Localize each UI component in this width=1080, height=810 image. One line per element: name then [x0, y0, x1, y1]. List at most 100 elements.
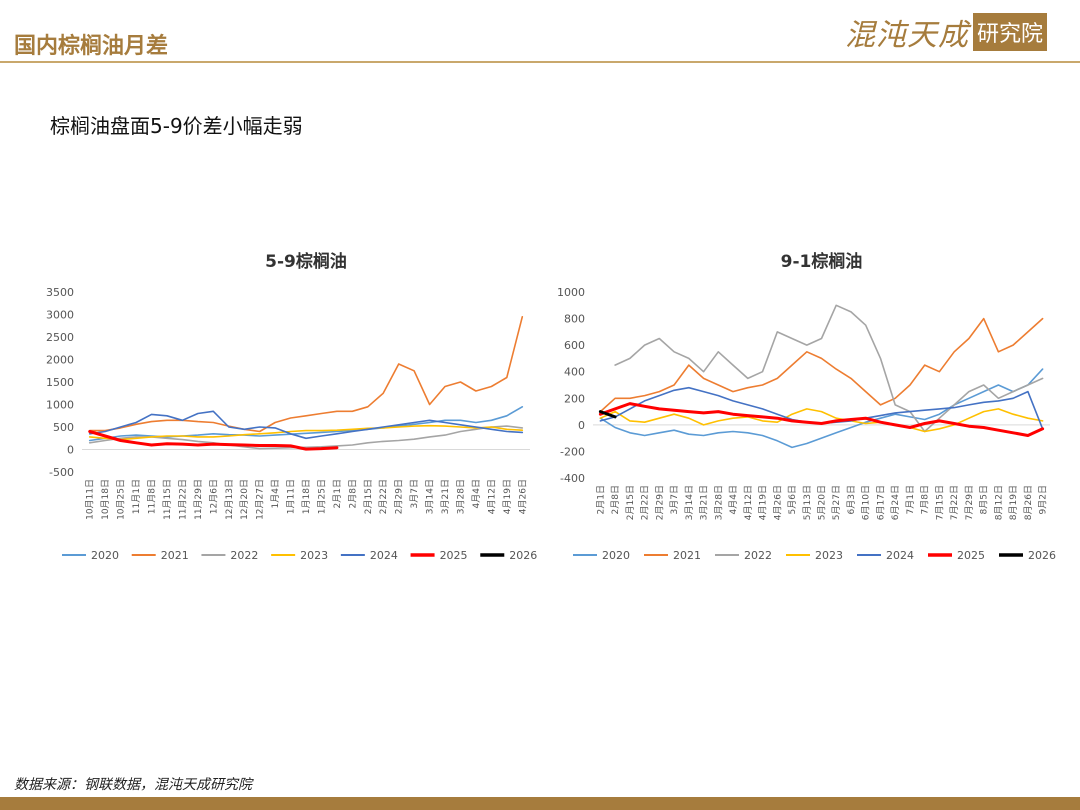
- x-tick-label: 5月27日: [831, 485, 842, 520]
- legend-label-2020: 2020: [91, 549, 119, 562]
- x-tick-label: 11月15日: [162, 479, 173, 520]
- x-tick-label: 2月15日: [363, 479, 374, 514]
- y-tick-label: 3500: [46, 286, 74, 299]
- x-tick-label: 12月6日: [208, 479, 219, 514]
- x-tick-label: 11月22日: [177, 479, 188, 520]
- logo-text: 混沌天成: [845, 18, 969, 53]
- y-tick-label: 3000: [46, 309, 74, 322]
- x-tick-label: 3月14日: [425, 479, 436, 514]
- legend-label-2021: 2021: [161, 549, 189, 562]
- series-line-2026: [598, 410, 617, 419]
- x-tick-label: 3月7日: [409, 479, 420, 508]
- data-source-note: 数据来源：钢联数据，混沌天成研究院: [14, 777, 252, 793]
- x-tick-label: 2月1日: [595, 485, 606, 514]
- legend-label-2024: 2024: [886, 549, 914, 562]
- series-line-2020: [599, 368, 1044, 449]
- x-tick-label: 1月4日: [270, 479, 281, 508]
- x-tick-label: 3月21日: [699, 485, 710, 520]
- chart-title: 9-1棕榈油: [781, 251, 863, 272]
- y-tick-label: 1000: [557, 286, 585, 299]
- x-tick-label: 3月7日: [669, 485, 680, 514]
- x-tick-label: 4月19日: [502, 479, 513, 514]
- logo-box-text: 研究院: [973, 13, 1048, 51]
- x-tick-label: 5月13日: [802, 485, 813, 520]
- x-tick-label: 9月2日: [1038, 485, 1049, 514]
- series-line-2023: [88, 424, 524, 441]
- x-tick-label: 5月20日: [817, 485, 828, 520]
- series-line-2022: [614, 304, 1044, 433]
- x-tick-label: 1月25日: [316, 479, 327, 514]
- series-line-2023: [599, 408, 1044, 433]
- x-tick-label: 4月4日: [728, 485, 739, 514]
- y-tick-label: 2500: [46, 331, 74, 344]
- x-tick-label: 7月15日: [934, 485, 945, 520]
- legend-label-2026: 2026: [1028, 549, 1056, 562]
- x-tick-label: 12月13日: [224, 479, 235, 520]
- y-tick-label: 0: [578, 419, 585, 432]
- header-divider: [0, 61, 1080, 63]
- x-tick-label: 2月22日: [378, 479, 389, 514]
- series-line-2021: [88, 316, 524, 433]
- series-line-2024: [88, 410, 524, 440]
- x-tick-label: 6月3日: [846, 485, 857, 514]
- x-tick-label: 7月22日: [949, 485, 960, 520]
- chart-9-1-palm-oil: 9-1棕榈油 -400 -200 0 200 400 600 800 1000 2月1日 2月8日 2…: [557, 251, 1056, 562]
- x-tick-label: 7月29日: [964, 485, 975, 520]
- x-tick-label: 8月12日: [993, 485, 1004, 520]
- header: 国内棕榈油月差 混沌天成 研究院: [0, 0, 1080, 63]
- x-tick-label: 12月27日: [255, 479, 266, 520]
- x-tick-label: 4月26日: [517, 479, 528, 514]
- page-title: 国内棕榈油月差: [14, 33, 169, 59]
- x-tick-label: 6月10日: [861, 485, 872, 520]
- x-tick-label: 4月12日: [486, 479, 497, 514]
- y-tick-label: -500: [49, 466, 74, 479]
- legend-label-2026: 2026: [509, 549, 537, 562]
- x-tick-label: 2月8日: [610, 485, 621, 514]
- x-tick-label: 5月6日: [787, 485, 798, 514]
- x-tick-label: 12月20日: [239, 479, 250, 520]
- x-tick-label: 8月5日: [979, 485, 990, 514]
- x-tick-label: 4月12日: [743, 485, 754, 520]
- x-tick-label: 2月29日: [394, 479, 405, 514]
- legend-label-2024: 2024: [370, 549, 398, 562]
- series-line-2022: [88, 425, 524, 450]
- y-tick-label: 1500: [46, 376, 74, 389]
- x-tick-label: 3月28日: [713, 485, 724, 520]
- y-tick-label: 2000: [46, 354, 74, 367]
- x-tick-label: 10月11日: [85, 479, 96, 520]
- series-line-2021: [599, 317, 1044, 413]
- footer-bar: [0, 797, 1080, 810]
- y-tick-label: 800: [564, 313, 585, 326]
- y-tick-label: -400: [560, 472, 585, 485]
- x-tick-label: 11月29日: [193, 479, 204, 520]
- y-tick-label: 400: [564, 366, 585, 379]
- legend-label-2022: 2022: [230, 549, 258, 562]
- x-tick-label: 8月26日: [1023, 485, 1034, 520]
- slide-subtitle: 棕榈油盘面5-9价差小幅走弱: [50, 114, 303, 138]
- chart-title: 5-9棕榈油: [265, 251, 347, 272]
- legend-label-2020: 2020: [602, 549, 630, 562]
- x-tick-label: 3月28日: [455, 479, 466, 514]
- x-tick-label: 4月26日: [772, 485, 783, 520]
- x-tick-label: 1月11日: [286, 479, 297, 514]
- x-tick-label: 6月17日: [875, 485, 886, 520]
- y-tick-label: 200: [564, 392, 585, 405]
- y-tick-label: 600: [564, 339, 585, 352]
- x-tick-label: 1月18日: [301, 479, 312, 514]
- legend-label-2023: 2023: [815, 549, 843, 562]
- x-tick-label: 6月24日: [890, 485, 901, 520]
- legend-label-2025: 2025: [957, 549, 985, 562]
- x-tick-label: 7月8日: [920, 485, 931, 514]
- x-tick-label: 3月21日: [440, 479, 451, 514]
- legend-label-2023: 2023: [300, 549, 328, 562]
- legend-label-2025: 2025: [440, 549, 468, 562]
- x-tick-label: 2月22日: [640, 485, 651, 520]
- x-tick-label: 10月18日: [100, 479, 111, 520]
- chart-5-9-palm-oil: 5-9棕榈油 -500 0 500 1000 1500 2000 2500 3000 3500 10…: [46, 251, 537, 562]
- y-tick-label: -200: [560, 445, 585, 458]
- x-tick-label: 11月1日: [131, 479, 142, 514]
- x-tick-label: 11月8日: [147, 479, 158, 514]
- series-line-2025: [598, 402, 1045, 437]
- y-tick-label: 1000: [46, 399, 74, 412]
- brand-logo: 混沌天成 研究院: [845, 12, 1048, 53]
